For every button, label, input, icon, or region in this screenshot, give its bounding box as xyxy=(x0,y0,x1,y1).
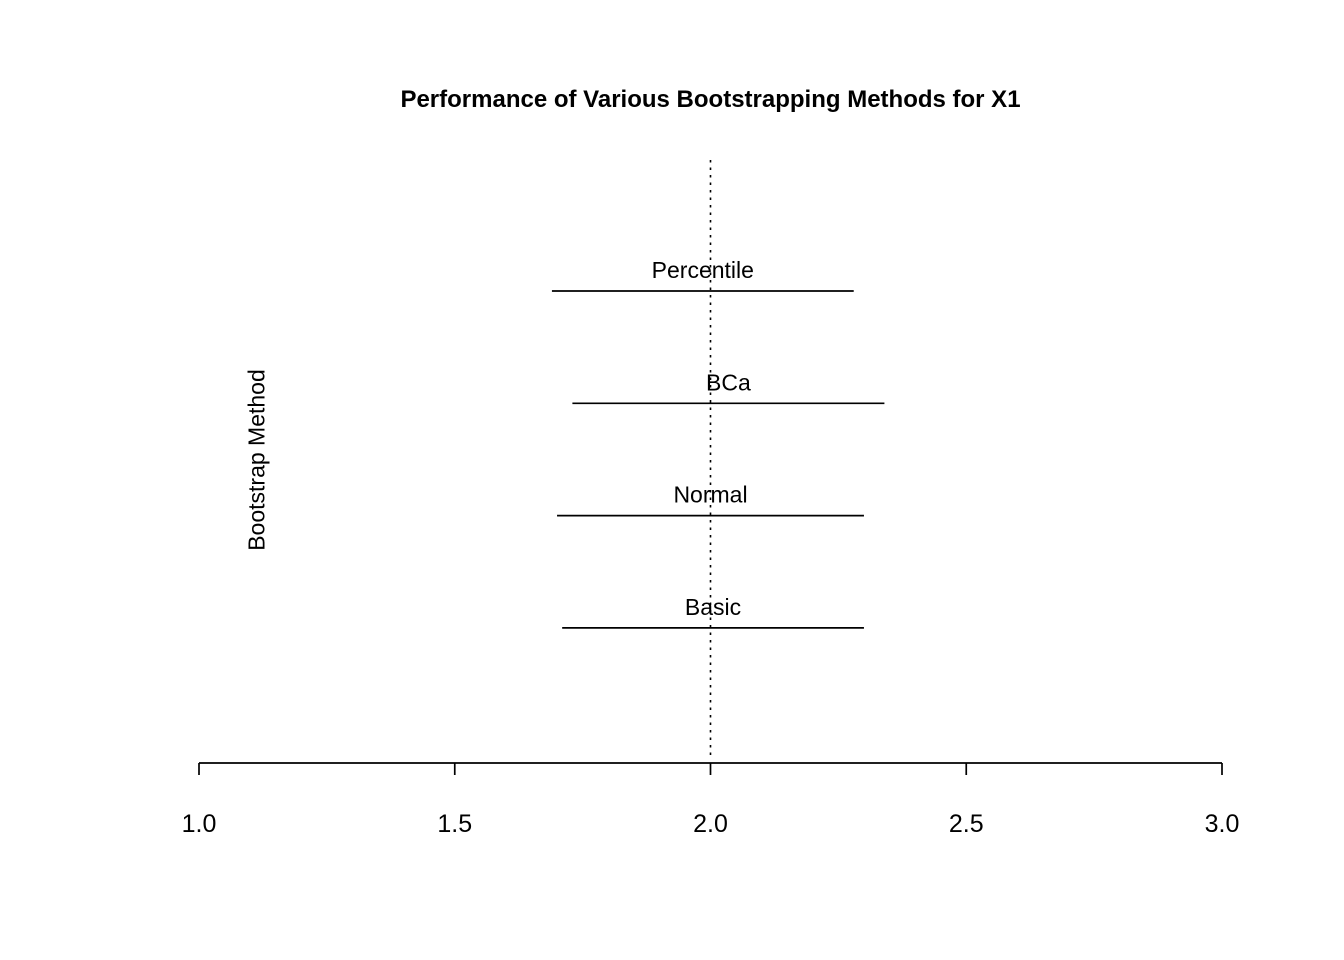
chart-title: Performance of Various Bootstrapping Met… xyxy=(400,86,1021,113)
interval-label: Percentile xyxy=(652,257,754,283)
interval-label: Basic xyxy=(685,594,741,620)
x-tick-label: 2.5 xyxy=(949,810,984,838)
x-tick-label: 2.0 xyxy=(693,810,728,838)
x-tick-label: 1.0 xyxy=(182,810,217,838)
interval-label: BCa xyxy=(706,369,751,395)
x-tick-label: 3.0 xyxy=(1205,810,1240,838)
interval-label: Normal xyxy=(673,482,747,508)
x-tick-label: 1.5 xyxy=(437,810,472,838)
